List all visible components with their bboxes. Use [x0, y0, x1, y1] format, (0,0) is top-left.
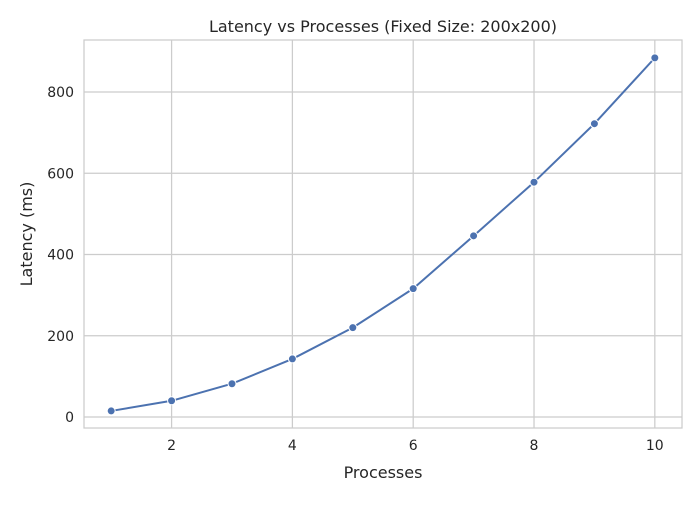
x-tick-label: 4	[288, 438, 297, 454]
x-tick-label: 6	[409, 438, 418, 454]
y-tick-label: 400	[47, 248, 74, 264]
x-tick-label: 10	[646, 438, 664, 454]
data-point	[167, 396, 177, 406]
data-point	[529, 177, 539, 187]
data-point	[227, 379, 237, 389]
series-layer	[106, 53, 660, 416]
y-tick-label: 800	[47, 85, 74, 101]
y-tick-labels: 0 200 400 600 800	[47, 85, 74, 426]
data-point	[106, 406, 116, 416]
y-axis-label: Latency (ms)	[17, 182, 36, 287]
data-point	[287, 354, 297, 364]
y-gridlines	[84, 91, 682, 418]
chart-title: Latency vs Processes (Fixed Size: 200x20…	[209, 17, 557, 36]
data-point	[408, 284, 418, 294]
y-tick-label: 200	[47, 329, 74, 345]
x-axis-label: Processes	[344, 463, 423, 482]
y-tick-label: 600	[47, 166, 74, 182]
data-point	[348, 323, 358, 333]
data-point	[469, 231, 479, 241]
y-tick-label: 0	[65, 410, 74, 426]
data-point	[650, 53, 660, 63]
plot-background	[84, 40, 682, 428]
series-line	[110, 56, 656, 412]
x-tick-label: 8	[530, 438, 539, 454]
plot-frame	[83, 39, 683, 429]
x-tick-label: 2	[167, 438, 176, 454]
data-point	[589, 119, 599, 129]
x-tick-labels: 2 4 6 8 10	[167, 438, 664, 454]
